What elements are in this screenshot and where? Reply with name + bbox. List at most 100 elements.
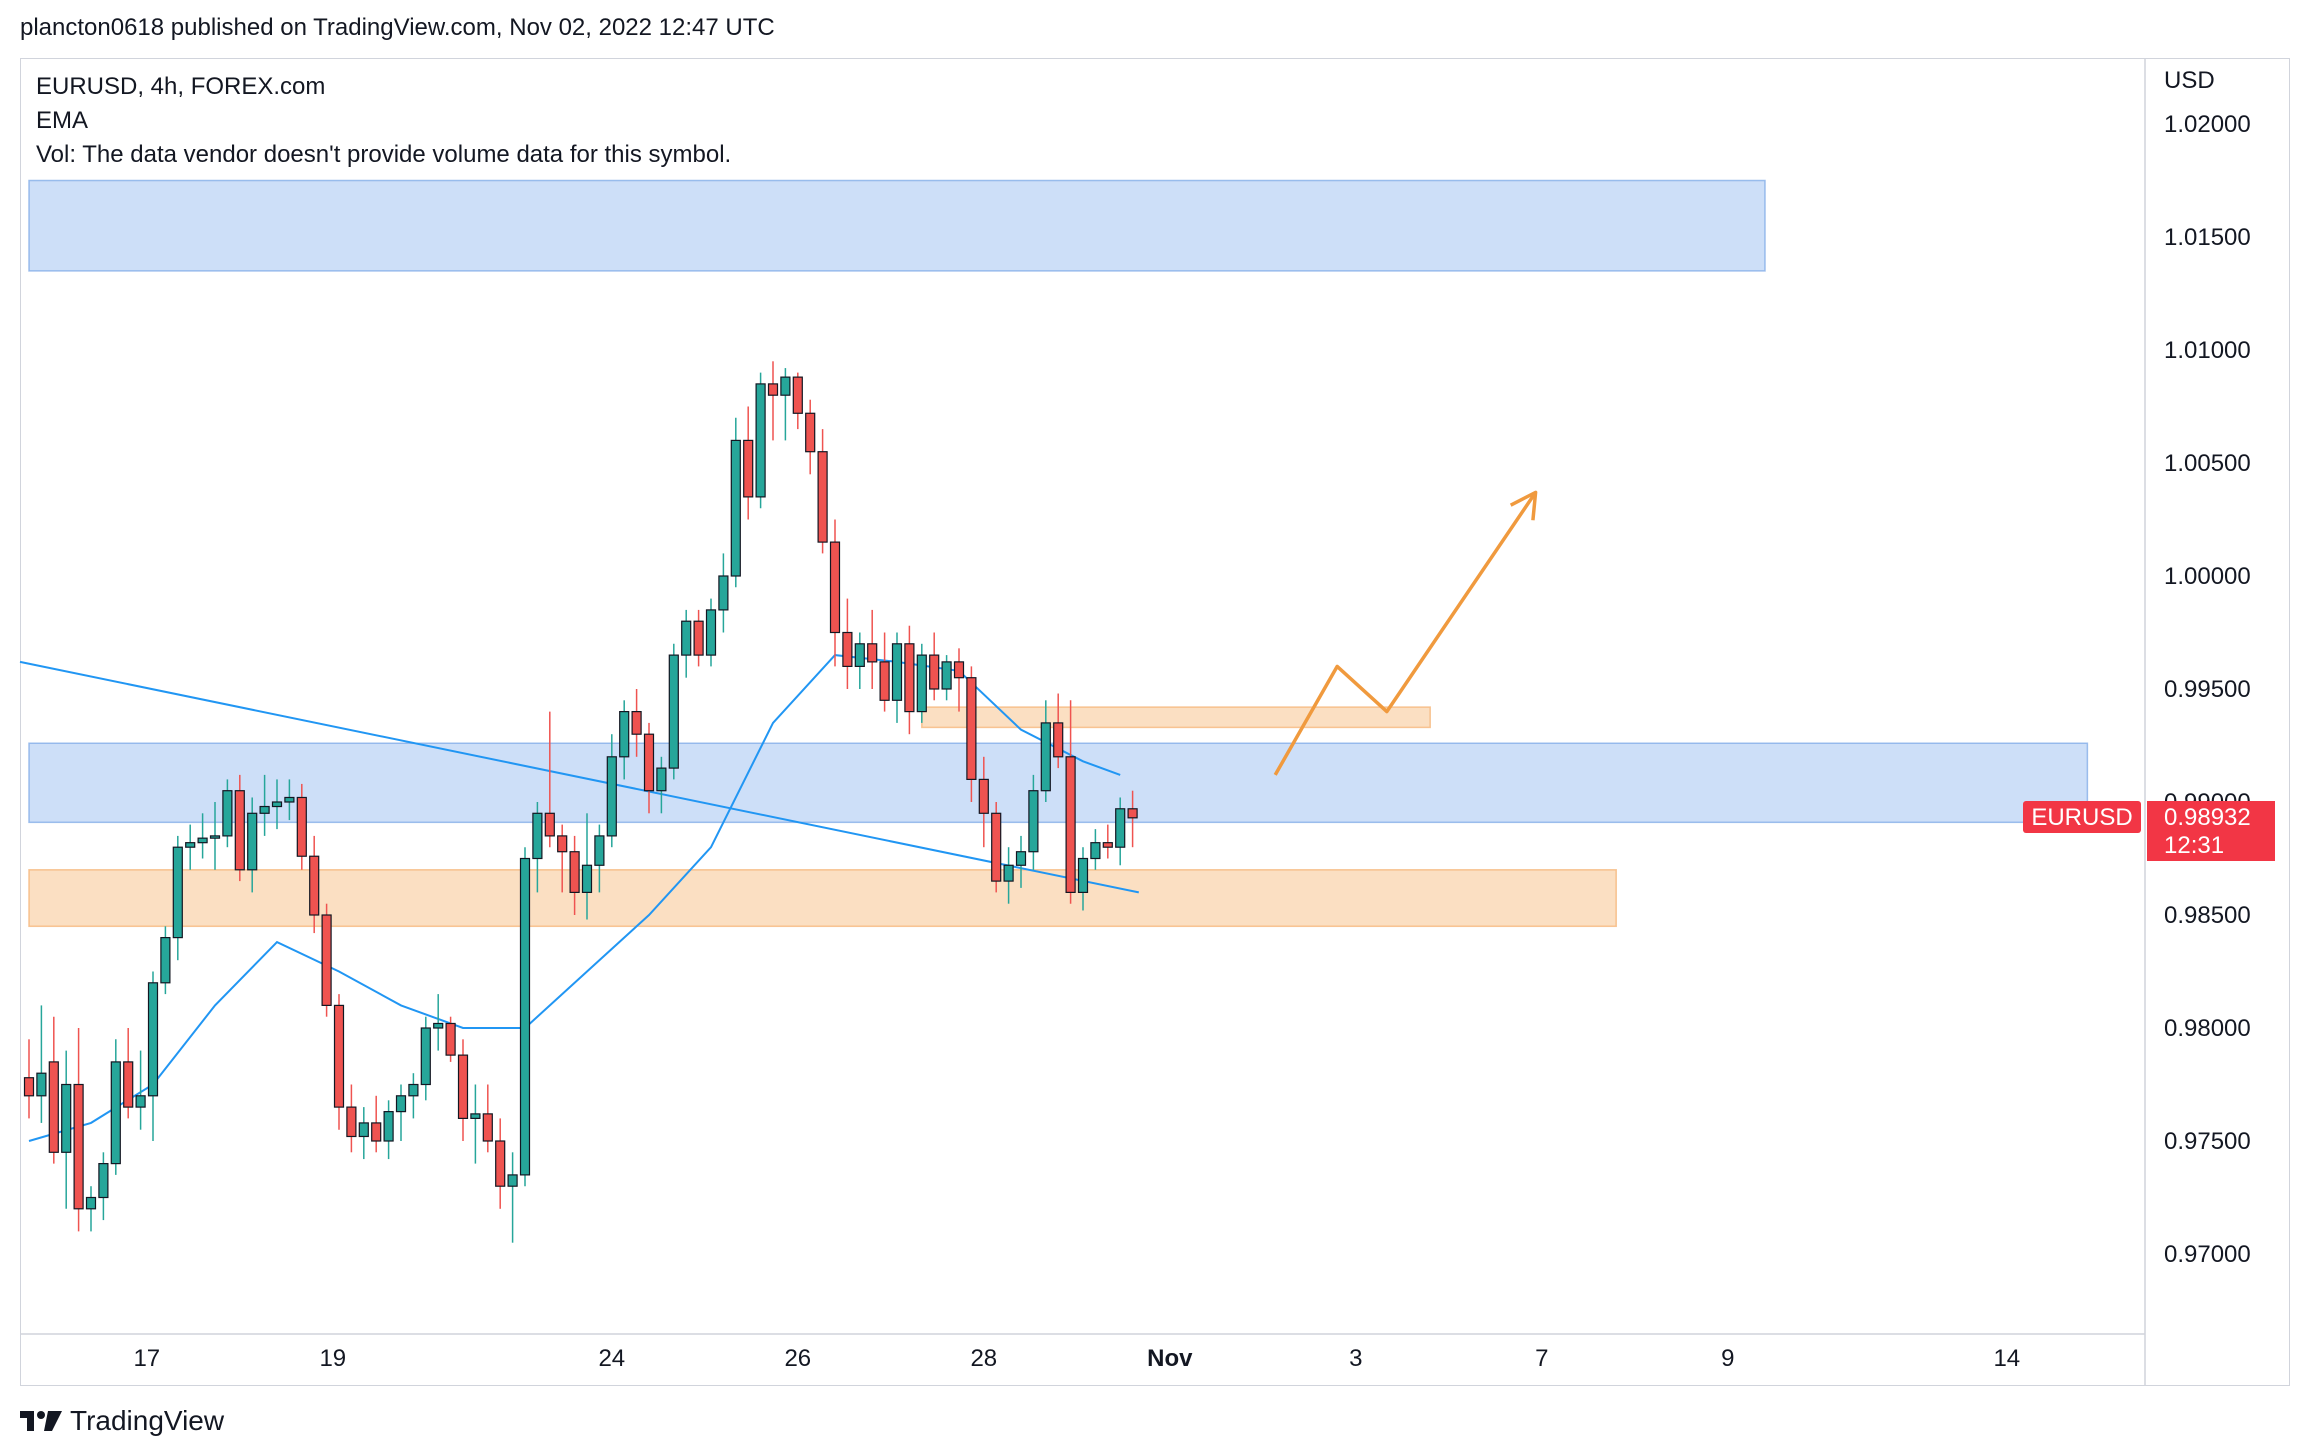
candle: [953, 648, 965, 712]
descending-trendline: [19, 660, 1140, 894]
y-tick-label: 0.98500: [2164, 902, 2251, 929]
candle-body: [631, 710, 642, 735]
x-tick-label: 9: [1721, 1345, 1734, 1372]
candle: [693, 609, 704, 667]
candle: [185, 824, 196, 870]
candle-body: [792, 376, 803, 414]
legend-indicator[interactable]: EMA: [36, 107, 89, 134]
candle: [780, 368, 791, 441]
candle: [470, 1084, 481, 1164]
candle-body: [259, 805, 270, 814]
projection-path: [1273, 491, 1538, 776]
candle: [805, 399, 816, 475]
symbol-label: EURUSD: [2031, 804, 2132, 831]
candle: [619, 700, 630, 780]
candle: [371, 1095, 382, 1153]
candle-body: [991, 812, 1002, 882]
chart-frame[interactable]: [20, 58, 2290, 1386]
candle: [222, 779, 233, 848]
candle: [309, 835, 320, 934]
candle: [1003, 847, 1014, 904]
candle-body: [532, 812, 543, 860]
candle-body: [383, 1111, 394, 1142]
candle-body: [1102, 842, 1113, 848]
candle: [433, 994, 444, 1051]
legend-symbol[interactable]: EURUSD, 4h, FOREX.com: [36, 73, 326, 100]
candle-body: [1053, 722, 1064, 758]
candle-body: [743, 439, 754, 498]
candle-body: [321, 914, 332, 1007]
symbol-label-bg: [2023, 801, 2141, 833]
candle: [879, 632, 890, 712]
candle-body: [482, 1113, 493, 1142]
candle-body: [470, 1113, 481, 1120]
candle-body: [371, 1122, 382, 1142]
candle-body: [1115, 808, 1126, 848]
y-ticks: 1.02000 1.01500 1.01000 1.00500 1.00000 0.995…: [2164, 111, 2251, 1268]
y-tick-label: 0.97500: [2164, 1128, 2251, 1155]
candle-body: [135, 1095, 146, 1108]
candle-body: [333, 1004, 345, 1108]
candle-body: [842, 631, 853, 668]
candle: [284, 779, 295, 821]
candle-body: [98, 1162, 109, 1199]
candle-body: [879, 661, 890, 701]
candle: [23, 1039, 35, 1119]
candle: [395, 1084, 407, 1141]
candle-body: [1065, 756, 1076, 893]
candle-body: [767, 383, 779, 396]
candle-body: [953, 661, 965, 679]
candle-body: [23, 1077, 35, 1097]
candle-body: [36, 1072, 47, 1097]
candle-body: [519, 857, 531, 1176]
candle: [1053, 693, 1064, 769]
candle: [705, 598, 717, 667]
candle: [420, 1016, 431, 1101]
candle: [569, 835, 580, 915]
candle-body: [1015, 851, 1027, 866]
candle-body: [73, 1083, 84, 1210]
candle-body: [544, 812, 555, 837]
y-tick-label: 0.98000: [2164, 1015, 2251, 1042]
currency-label: USD: [2164, 67, 2215, 94]
zone-orange-3: [921, 706, 1431, 729]
candle: [767, 361, 779, 441]
axis-layer: USD: [20, 58, 2215, 1385]
candle-body: [346, 1106, 357, 1138]
projection-arrowhead: [1509, 490, 1538, 521]
candle: [867, 609, 878, 689]
candle-body: [594, 835, 605, 866]
candle: [606, 734, 617, 848]
candle: [495, 1118, 506, 1209]
candle: [631, 689, 642, 757]
x-tick-label: 14: [1993, 1345, 2020, 1372]
zones-layer: [28, 179, 2089, 928]
candle-body: [445, 1022, 456, 1056]
candle: [978, 756, 989, 848]
candle: [668, 643, 679, 780]
candle: [829, 519, 841, 667]
candle: [147, 971, 159, 1141]
last-price-countdown: 12:31: [2164, 832, 2224, 859]
candle: [817, 429, 828, 554]
candle: [333, 994, 345, 1130]
last-price-label: EURUSD 0.98932 12:31: [2023, 801, 2275, 861]
candle: [557, 824, 568, 893]
candle: [1115, 797, 1126, 866]
candle: [941, 655, 952, 701]
tradingview-logo[interactable]: TradingView: [20, 1405, 224, 1437]
y-tick-label: 1.02000: [2164, 111, 2251, 138]
candle: [544, 711, 555, 848]
candles-layer: [23, 361, 1138, 1243]
candle-body: [160, 936, 171, 984]
candle-body: [941, 661, 952, 690]
candle-body: [433, 1022, 444, 1029]
candle-body: [904, 643, 915, 713]
candle: [1090, 829, 1101, 870]
candle: [48, 1016, 59, 1164]
candle-body: [1040, 722, 1051, 792]
candle: [160, 926, 171, 995]
candle: [73, 1028, 84, 1232]
x-tick-label: 24: [598, 1345, 625, 1372]
